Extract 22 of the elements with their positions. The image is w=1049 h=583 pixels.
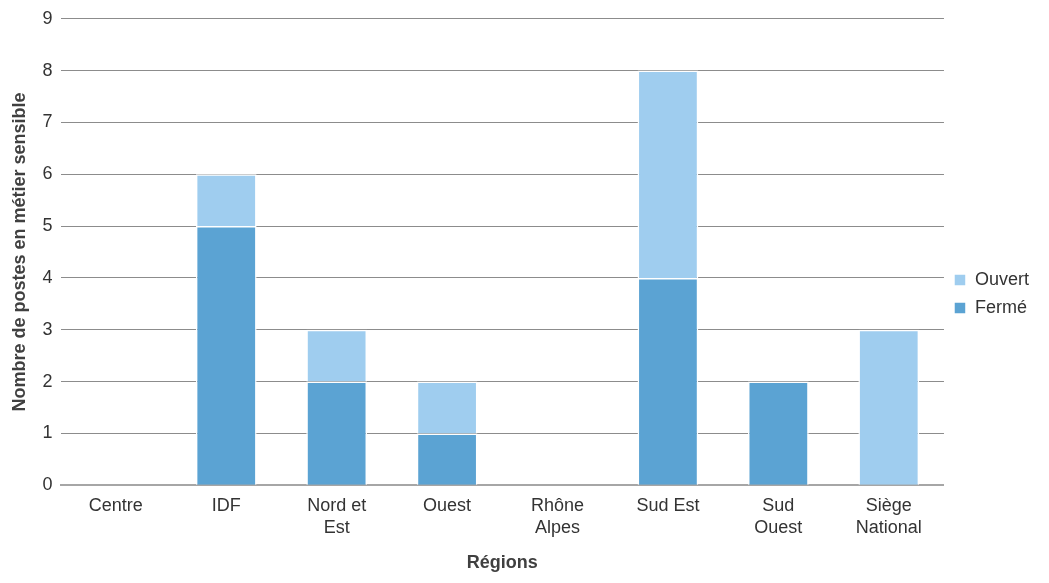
y-tick-label: 5 bbox=[42, 215, 53, 236]
x-tick-label: Centre bbox=[88, 494, 143, 515]
x-tick-label: Nord et Est bbox=[307, 494, 367, 537]
y-tick-label: 0 bbox=[42, 474, 53, 495]
y-tick-label: 3 bbox=[42, 318, 53, 339]
y-tick-label: 4 bbox=[42, 266, 53, 287]
y-tick-label: 7 bbox=[42, 111, 53, 132]
x-tick-label: Sud Est bbox=[636, 494, 700, 515]
y-axis-title: Nombre de postes en métier sensible bbox=[8, 92, 29, 412]
legend-label: Ouvert bbox=[974, 268, 1030, 289]
x-axis-title: Régions bbox=[466, 552, 538, 573]
y-tick-label: 1 bbox=[42, 422, 53, 443]
x-tick-label: Rhône Alpes bbox=[530, 494, 585, 537]
y-tick-label: 2 bbox=[42, 370, 53, 391]
x-tick-label: IDF bbox=[211, 494, 241, 515]
y-tick-label: 9 bbox=[42, 7, 53, 28]
x-tick-label: Ouest bbox=[423, 494, 472, 515]
x-tick-label: Siège National bbox=[855, 494, 922, 537]
x-tick-label: Sud Ouest bbox=[754, 494, 803, 537]
legend-label: Fermé bbox=[974, 296, 1027, 317]
y-tick-label: 6 bbox=[42, 163, 53, 184]
y-tick-label: 8 bbox=[42, 59, 53, 80]
